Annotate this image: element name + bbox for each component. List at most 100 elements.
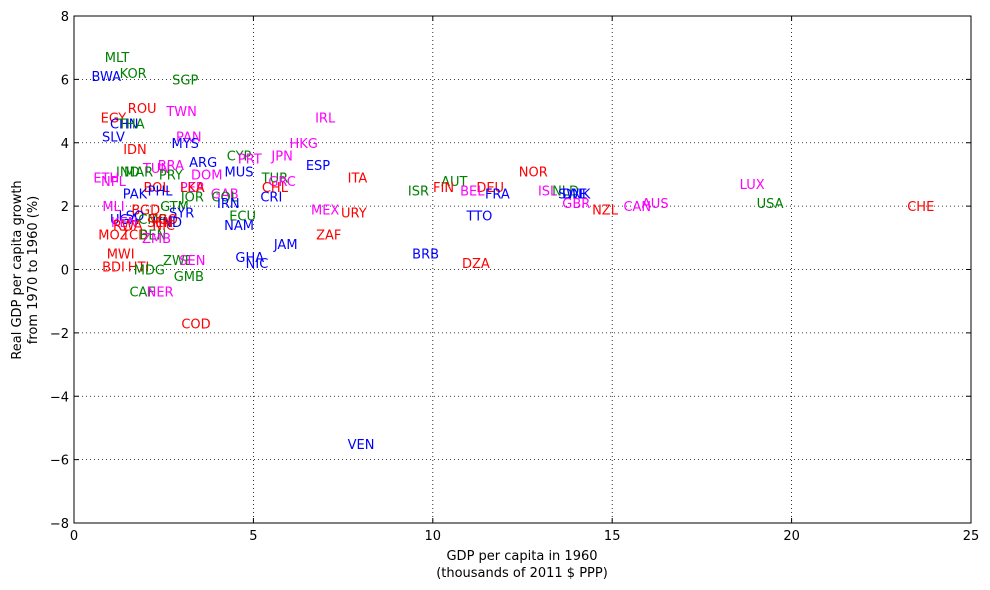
data-point-label-cmr: CMR	[138, 213, 167, 228]
y-tick-label: −8	[50, 517, 69, 532]
data-point-label-tcd: TCD	[121, 229, 148, 244]
data-point-label-kor: KOR	[120, 67, 147, 82]
x-axis-label-line1: GDP per capita in 1960	[446, 549, 597, 564]
data-point-label-hnd: HND	[153, 216, 183, 231]
data-point-label-rou: ROU	[128, 102, 157, 117]
y-tick-label: 0	[61, 264, 69, 279]
data-point-label-deu: DEU	[476, 181, 504, 196]
data-point-label-mwi: MWI	[107, 248, 135, 263]
data-point-label-eth: ETH	[93, 172, 119, 187]
data-point-label-ken: KEN	[111, 216, 137, 231]
data-point-label-isr: ISR	[408, 184, 429, 199]
data-point-label-ben: BEN	[140, 229, 167, 244]
y-tick-label: 2	[61, 200, 69, 215]
data-point-label-phl: PHL	[148, 184, 174, 199]
data-point-label-gab: GAB	[211, 187, 239, 202]
data-point-label-bgd: BGD	[131, 203, 160, 218]
data-point-label-gbr: GBR	[562, 197, 590, 212]
data-point-label-brb: BRB	[412, 248, 439, 263]
data-point-label-dnk: DNK	[562, 187, 591, 202]
data-point-label-hkg: HKG	[289, 137, 317, 152]
data-point-label-sen: SEN	[147, 216, 173, 231]
data-point-label-gtm: GTM	[160, 200, 189, 215]
data-point-label-per: PER	[180, 181, 205, 196]
y-axis-label-line2: from 1970 to 1960 (%)	[26, 196, 41, 345]
data-point-label-cod: COD	[181, 317, 210, 332]
y-axis-label-line1: Real GDP per capita growth	[10, 180, 25, 359]
data-point-label-dom: DOM	[191, 168, 222, 183]
x-tick-label: 15	[604, 529, 621, 544]
data-point-label-npl: NPL	[101, 175, 127, 190]
data-point-label-prt: PRT	[238, 153, 262, 168]
data-point-label-swe: SWE	[558, 187, 587, 202]
data-point-label-aus: AUS	[642, 197, 669, 212]
data-point-label-uga: UGA	[110, 213, 139, 228]
data-point-label-jam: JAM	[273, 238, 298, 253]
data-point-label-zwe: ZWE	[163, 254, 193, 269]
x-tick-label: 25	[963, 529, 980, 544]
data-point-label-mys: MYS	[172, 137, 199, 152]
data-point-label-esp: ESP	[306, 159, 330, 174]
data-point-label-ven: VEN	[348, 438, 375, 453]
data-point-label-hti: HTI	[128, 260, 150, 275]
data-point-label-chl: CHL	[262, 181, 289, 196]
data-point-label-lso: LSO	[119, 210, 145, 225]
data-point-label-can: CAN	[623, 200, 651, 215]
data-point-label-sgp: SGP	[172, 73, 198, 88]
data-point-label-twn: TWN	[165, 105, 197, 120]
data-point-label-egy: EGY	[101, 111, 127, 126]
x-tick-label: 0	[70, 529, 78, 544]
data-point-label-nld: NLD	[552, 184, 579, 199]
data-point-label-pry: PRY	[159, 168, 183, 183]
data-point-label-nor: NOR	[519, 165, 548, 180]
data-point-label-nzl: NZL	[592, 203, 619, 218]
data-point-label-tun: TUN	[142, 162, 170, 177]
y-tick-label: −6	[50, 454, 69, 469]
data-point-label-ind: IND	[116, 165, 140, 180]
data-point-label-ner: NER	[147, 286, 174, 301]
data-point-label-idn: IDN	[123, 143, 147, 158]
data-point-label-chn: CHN	[110, 118, 139, 133]
data-point-label-ecu: ECU	[229, 210, 256, 225]
gridlines	[74, 16, 971, 523]
data-point-label-gmb: GMB	[174, 270, 204, 285]
data-point-label-nic: NIC	[246, 257, 269, 272]
data-point-label-pan: PAN	[176, 130, 202, 145]
data-point-label-cyp: CYP	[227, 149, 252, 164]
data-point-label-arg: ARG	[189, 156, 217, 171]
data-point-label-usa: USA	[757, 197, 784, 212]
data-point-label-tto: TTO	[465, 210, 492, 225]
data-point-label-ita: ITA	[348, 172, 368, 187]
data-point-label-isl: ISL	[538, 184, 558, 199]
y-tick-label: −4	[50, 390, 69, 405]
axis-ticks: 0 5 10 15 20 25 −8 −6 −4 −2 0 2 4 6 8	[50, 10, 979, 544]
data-point-label-tha: THA	[117, 118, 145, 133]
x-tick-label: 5	[249, 529, 257, 544]
data-point-label-cri: CRI	[260, 191, 282, 206]
data-point-label-syr: SYR	[169, 206, 194, 221]
data-point-label-caf: CAF	[129, 286, 154, 301]
data-point-label-fra: FRA	[485, 187, 510, 202]
data-point-label-jor: JOR	[180, 191, 204, 206]
x-tick-label: 20	[783, 529, 800, 544]
data-point-label-zmb: ZMB	[142, 232, 171, 247]
data-point-label-bol: BOL	[143, 181, 170, 196]
x-axis-label-line2: (thousands of 2011 $ PPP)	[436, 566, 608, 581]
data-point-label-mex: MEX	[311, 203, 339, 218]
data-point-label-nam: NAM	[224, 219, 254, 234]
data-point-label-pak: PAK	[123, 187, 148, 202]
data-point-label-sen: SEN	[179, 254, 205, 269]
y-tick-label: 8	[61, 10, 69, 25]
data-point-label-mdg: MDG	[134, 264, 165, 279]
x-tick-label: 10	[425, 529, 442, 544]
y-tick-label: 6	[61, 73, 69, 88]
data-point-label-fin: FIN	[433, 181, 454, 196]
data-point-label-bra: BRA	[158, 159, 184, 174]
data-point-label-bel: BEL	[460, 184, 485, 199]
data-point-label-grc: GRC	[268, 175, 296, 190]
data-point-label-lux: LUX	[740, 178, 765, 193]
data-point-label-slv: SLV	[102, 130, 125, 145]
data-point-label-lka: LKA	[180, 181, 205, 196]
